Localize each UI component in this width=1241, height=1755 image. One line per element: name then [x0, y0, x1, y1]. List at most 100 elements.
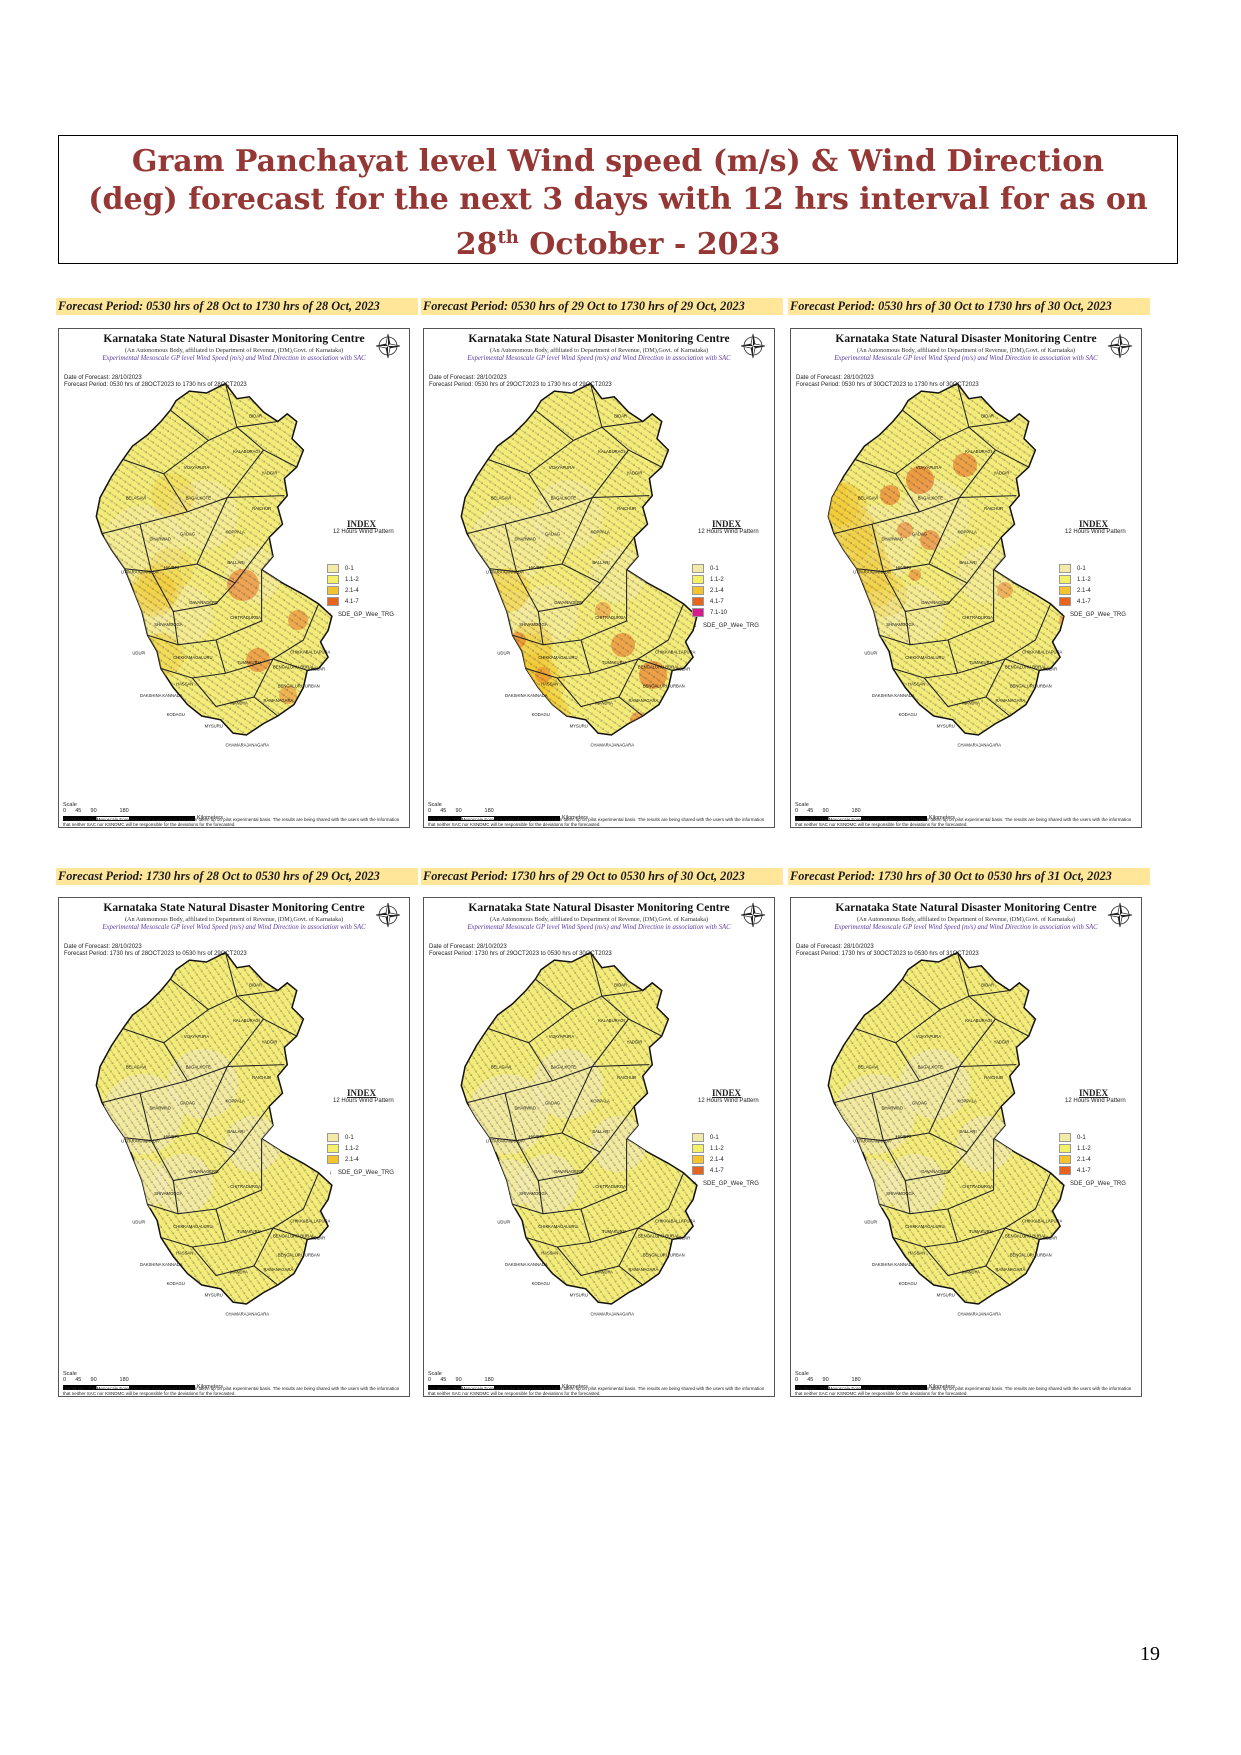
- map-legend: INDEX 12 Hours Wind Pattern 0-1 1.1-2 2.1-4 4…: [327, 519, 407, 620]
- district-name: BIDAR: [614, 983, 627, 988]
- scale-ticks: 0 45 90 180: [428, 808, 494, 814]
- district-name: MANDYA: [230, 1270, 248, 1275]
- forecast-period: Forecast Period: 1730 hrs of 28OCT2023 t…: [64, 951, 247, 957]
- legend-swatch: [327, 1133, 339, 1142]
- district-name: CHAMARAJANAGARA: [226, 1311, 270, 1316]
- legend-swatch: [1059, 1166, 1071, 1175]
- legend-swatch: [327, 575, 339, 584]
- disclaimer: Disclaimer : The Mesoscale Forecast mode…: [795, 817, 1132, 827]
- district-name: BENGALURU RURAL: [273, 665, 315, 670]
- legend-title: INDEX: [347, 1088, 377, 1098]
- district-name: RAICHUR: [252, 1075, 271, 1080]
- north-arrow-icon: [375, 333, 401, 364]
- district-name: HASSAN: [176, 682, 193, 687]
- legend-range: 2.1-4: [710, 587, 724, 594]
- district-name: DAVANAGERE: [921, 1169, 950, 1174]
- center-name: Karnataka State Natural Disaster Monitor…: [468, 333, 730, 345]
- district-name: UDUPI: [497, 1219, 510, 1224]
- legend-item: 4.1-7: [1059, 596, 1139, 607]
- district-name: KOPPALA: [226, 530, 245, 535]
- district-name: BALLARI: [959, 1129, 976, 1134]
- district-name: KODAGU: [899, 712, 917, 717]
- district-name: BENGALURU URBAN: [643, 1253, 685, 1258]
- district-name: VIJAYAPURA: [549, 465, 575, 470]
- district-name: GADAG: [180, 1101, 195, 1106]
- district-name: DAVANAGERE: [554, 1169, 583, 1174]
- scale-unit: Kilometers: [929, 814, 955, 821]
- district-name: VIJAYAPURA: [916, 1034, 942, 1039]
- district-name: BENGALURU URBAN: [278, 684, 320, 689]
- district-name: CHITRADURGA: [962, 1184, 993, 1189]
- district-name: TUMAKURU: [237, 1229, 261, 1234]
- forecast-map-panel: BIDAR KALABURAGI VIJAYAPURA BELAGAVI BAGALKO…: [423, 897, 775, 1397]
- map-legend: INDEX 12 Hours Wind Pattern 0-1 1.1-2 2.1-4 4…: [1059, 1088, 1139, 1189]
- date-of-forecast: Date of Forecast: 28/10/2023: [64, 375, 142, 381]
- district-name: GADAG: [912, 532, 927, 537]
- scale-bar: Scale 0 45 90 180 Kilometers: [63, 802, 223, 821]
- district-name: BENGALURU RURAL: [1005, 1234, 1047, 1239]
- date-of-forecast: Date of Forecast: 28/10/2023: [429, 375, 507, 381]
- forecast-map-panel: BIDAR KALABURAGI VIJAYAPURA BELAGAVI BAGALKO…: [58, 897, 410, 1397]
- district-name: KODAGU: [167, 712, 185, 717]
- center-name: Karnataka State Natural Disaster Monitor…: [103, 902, 365, 914]
- karnataka-wind-map: BIDAR KALABURAGI VIJAYAPURA BELAGAVI BAGALKO…: [460, 382, 698, 747]
- scale-unit: Kilometers: [197, 814, 223, 821]
- legend-range: 1.1-2: [1077, 1145, 1091, 1152]
- legend-swatch: [327, 597, 339, 606]
- district-name: CHITRADURGA: [962, 615, 993, 620]
- district-name: HAVERI: [164, 565, 179, 570]
- legend-direction: ↓ SDE_GP_Wee_TRG: [327, 609, 407, 620]
- district-name: CHAMARAJANAGARA: [591, 742, 635, 747]
- district-name: CHIKKAMAGALURU: [538, 655, 577, 660]
- title-line-2: (deg) forecast for the next 3 days with …: [88, 182, 1148, 217]
- district-name: HAVERI: [896, 1134, 911, 1139]
- legend-subtitle: 12 Hours Wind Pattern: [698, 1098, 759, 1104]
- district-name: CHIKKAMAGALURU: [173, 655, 212, 660]
- legend-swatch: [692, 586, 704, 595]
- district-name: KODAGU: [899, 1281, 917, 1286]
- district-name: DAKSHINA KANNADA: [872, 693, 915, 698]
- scale-label: Scale: [428, 1371, 442, 1377]
- district-name: DAVANAGERE: [189, 600, 218, 605]
- district-name: MANDYA: [962, 701, 980, 706]
- forecast-meta: Date of Forecast: 28/10/2023 Forecast Per…: [796, 375, 979, 389]
- district-name: DHARWAD: [882, 536, 903, 541]
- legend-swatch: [1059, 586, 1071, 595]
- forecast-period-label: Forecast Period: 0530 hrs of 29 Oct to 1…: [421, 298, 783, 315]
- district-name: BALLARI: [959, 560, 976, 565]
- district-name: KOLAR: [1043, 666, 1057, 671]
- district-name: CHIKKABALLAPURA: [290, 649, 330, 654]
- district-name: DAKSHINA KANNADA: [140, 1262, 183, 1267]
- district-name: KODAGU: [532, 712, 550, 717]
- legend-direction: ↓ SDE_GP_Wee_TRG: [692, 1178, 772, 1189]
- district-name: KOLAR: [676, 1235, 690, 1240]
- district-name: BIDAR: [249, 414, 262, 419]
- district-name: RAICHUR: [984, 1075, 1003, 1080]
- district-name: UDUPI: [497, 650, 510, 655]
- district-name: MYSURU: [570, 723, 588, 728]
- legend-range: 0-1: [710, 1134, 719, 1141]
- legend-swatch: [692, 1133, 704, 1142]
- district-name: MANDYA: [595, 1270, 613, 1275]
- district-name: TUMAKURU: [602, 660, 626, 665]
- district-name: BENGALURU RURAL: [1005, 665, 1047, 670]
- legend-direction: ↓ SDE_GP_Wee_TRG: [692, 620, 772, 631]
- legend-swatch: [327, 564, 339, 573]
- wind-arrow-icon: ↓: [329, 611, 332, 618]
- district-name: UTTARA KANNADA: [121, 1139, 159, 1144]
- district-name: CHIKKAMAGALURU: [538, 1224, 577, 1229]
- legend-swatch: [692, 564, 704, 573]
- page-number: 19: [1140, 1643, 1160, 1665]
- scale-bar: Scale 0 45 90 180 Kilometers: [428, 802, 588, 821]
- legend-item: 0-1: [692, 1132, 772, 1143]
- district-name: CHIKKABALLAPURA: [1022, 649, 1062, 654]
- date-of-forecast: Date of Forecast: 28/10/2023: [429, 944, 507, 950]
- north-arrow-icon: [1107, 333, 1133, 364]
- legend-title: INDEX: [712, 519, 742, 529]
- district-name: DAKSHINA KANNADA: [505, 1262, 548, 1267]
- district-name: BELAGAVI: [126, 1064, 146, 1069]
- district-name: DHARWAD: [515, 536, 536, 541]
- district-name: KOLAR: [676, 666, 690, 671]
- district-name: BAGALKOTE: [918, 495, 944, 500]
- district-name: RAMANAGARA: [996, 1267, 1026, 1272]
